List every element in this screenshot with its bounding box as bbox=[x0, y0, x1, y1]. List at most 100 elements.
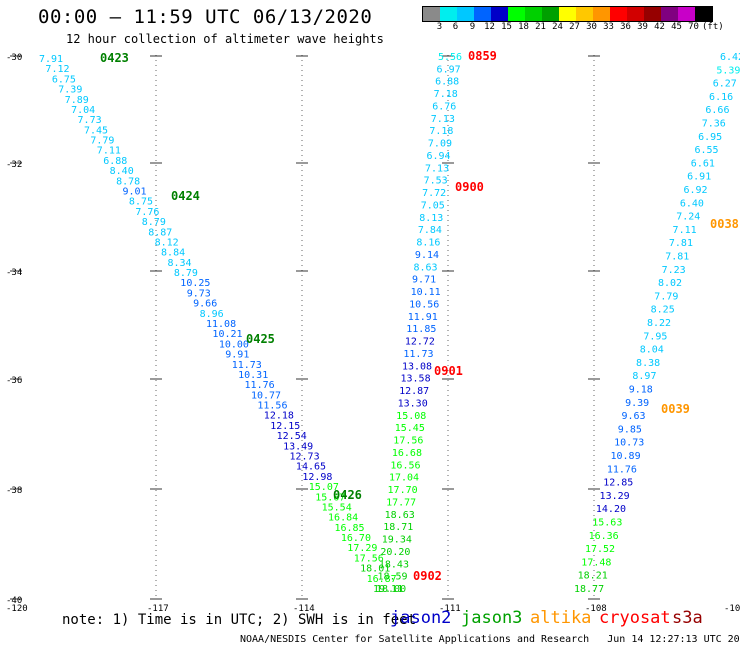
wave-height-value: 16.87 bbox=[367, 574, 397, 585]
wave-height-value: 8.75 bbox=[129, 197, 153, 208]
wave-height-value: 7.23 bbox=[662, 265, 686, 276]
wave-height-value: 10.31 bbox=[238, 370, 268, 381]
wave-height-value: 13.30 bbox=[398, 398, 428, 409]
longitude-label: -120 bbox=[6, 604, 28, 614]
wave-height-value: 10.73 bbox=[614, 438, 644, 449]
longitude-label: -108 bbox=[585, 604, 607, 614]
legend-label: 30 bbox=[586, 22, 597, 32]
wave-height-value: 16.70 bbox=[341, 533, 371, 544]
wave-height-value: 6.40 bbox=[680, 198, 704, 209]
wave-height-value: 11.76 bbox=[607, 464, 637, 475]
legend-swatch bbox=[457, 7, 474, 21]
wave-height-value: 7.79 bbox=[654, 291, 678, 302]
legend-label: 21 bbox=[535, 22, 546, 32]
wave-height-value: 9.66 bbox=[193, 299, 217, 310]
color-scale-legend bbox=[422, 6, 713, 22]
wave-height-value: 9.73 bbox=[187, 288, 211, 299]
wave-height-value: 8.02 bbox=[658, 278, 682, 289]
wave-height-value: 6.97 bbox=[437, 64, 461, 75]
legend-label: 6 bbox=[452, 22, 459, 32]
time-label: 0902 bbox=[413, 569, 442, 583]
wave-height-value: 7.81 bbox=[665, 252, 689, 263]
wave-height-value: 12.85 bbox=[603, 478, 633, 489]
wave-height-value: 7.72 bbox=[422, 188, 446, 199]
legend-label: 3 bbox=[436, 22, 443, 32]
wave-height-value: 11.08 bbox=[206, 319, 236, 330]
wave-height-value: 8.38 bbox=[636, 358, 660, 369]
wave-height-value: 12.87 bbox=[399, 386, 429, 397]
wave-height-value: 7.18 bbox=[429, 126, 453, 137]
wave-height-value: 16.56 bbox=[390, 460, 420, 471]
wave-height-value: 8.12 bbox=[155, 237, 179, 248]
wave-height-value: 7.45 bbox=[84, 125, 108, 136]
wave-height-value: 14.20 bbox=[596, 504, 626, 515]
legend-label: 27 bbox=[569, 22, 580, 32]
latitude-label: -34 bbox=[6, 268, 22, 278]
wave-height-value: 9.14 bbox=[415, 250, 439, 261]
wave-height-value: 6.94 bbox=[426, 151, 450, 162]
wave-height-value: 16.68 bbox=[392, 448, 422, 459]
latitude-label: -40 bbox=[6, 596, 22, 606]
wave-height-value: 18.43 bbox=[379, 559, 409, 570]
legend-swatch bbox=[542, 7, 559, 21]
wave-height-value: 13.29 bbox=[600, 491, 630, 502]
longitude-label: -111 bbox=[439, 604, 461, 614]
latitude-label: -32 bbox=[6, 160, 22, 170]
wave-height-value: 7.04 bbox=[71, 105, 95, 116]
wave-height-value: 8.22 bbox=[647, 318, 671, 329]
satellite-cryosat: cryosat bbox=[599, 608, 671, 628]
wave-height-value: 7.73 bbox=[78, 115, 102, 126]
legend-swatch bbox=[491, 7, 508, 21]
wave-height-value: 15.07 bbox=[309, 482, 339, 493]
wave-height-value: 8.84 bbox=[161, 248, 185, 259]
wave-height-value: 18.71 bbox=[383, 522, 413, 533]
wave-height-value: 7.84 bbox=[418, 225, 442, 236]
satellite-jason2: jason2 bbox=[390, 608, 452, 628]
wave-height-value: 18.63 bbox=[385, 510, 415, 521]
wave-height-value: 16.84 bbox=[328, 513, 358, 524]
wave-height-value: 9.71 bbox=[412, 275, 436, 286]
wave-height-value: 15.54 bbox=[322, 502, 352, 513]
time-label: 0859 bbox=[468, 49, 497, 63]
satellite-s3a: s3a bbox=[672, 608, 703, 628]
legend-label: (ft) bbox=[702, 22, 724, 32]
wave-height-value: 13.08 bbox=[402, 361, 432, 372]
time-label: 0901 bbox=[434, 364, 463, 378]
time-label: 0425 bbox=[246, 332, 275, 346]
wave-height-value: 6.75 bbox=[52, 74, 76, 85]
footnote: note: 1) Time is in UTC; 2) SWH is in fe… bbox=[62, 612, 417, 628]
wave-height-value: 7.11 bbox=[97, 146, 121, 157]
wave-height-value: 7.76 bbox=[135, 207, 159, 218]
time-label: 0038 bbox=[710, 217, 739, 231]
wave-height-value: 7.11 bbox=[673, 225, 697, 236]
wave-height-value: 15.63 bbox=[592, 518, 622, 529]
wave-height-value: 13.49 bbox=[283, 441, 313, 452]
wave-height-value: 8.04 bbox=[640, 345, 664, 356]
wave-height-value: 15.45 bbox=[395, 423, 425, 434]
wave-height-value: 18.77 bbox=[574, 584, 604, 595]
wave-height-value: 12.15 bbox=[270, 421, 300, 432]
wave-height-value: 7.95 bbox=[643, 331, 667, 342]
wave-height-value: 17.29 bbox=[347, 543, 377, 554]
wave-height-value: 7.91 bbox=[39, 54, 63, 65]
legend-label: 33 bbox=[603, 22, 614, 32]
wave-height-value: 6.92 bbox=[684, 185, 708, 196]
wave-height-value: 16.36 bbox=[589, 531, 619, 542]
wave-height-value: 7.39 bbox=[58, 85, 82, 96]
wave-height-value: 8.25 bbox=[651, 305, 675, 316]
satellite-jason3: jason3 bbox=[461, 608, 523, 628]
legend-label: 24 bbox=[552, 22, 563, 32]
wave-height-value: 8.78 bbox=[116, 176, 140, 187]
time-label: 0424 bbox=[171, 189, 200, 203]
wave-height-value: 5.56 bbox=[438, 52, 462, 63]
legend-label: 12 bbox=[484, 22, 495, 32]
latitude-label: -36 bbox=[6, 376, 22, 386]
wave-height-value: 12.73 bbox=[290, 452, 320, 463]
wave-height-value: 7.05 bbox=[421, 200, 445, 211]
legend-label: 9 bbox=[469, 22, 476, 32]
wave-height-value: 11.56 bbox=[257, 401, 287, 412]
wave-height-value: 20.20 bbox=[380, 547, 410, 558]
wave-height-value: 8.40 bbox=[110, 166, 134, 177]
wave-height-value: 11.85 bbox=[406, 324, 436, 335]
